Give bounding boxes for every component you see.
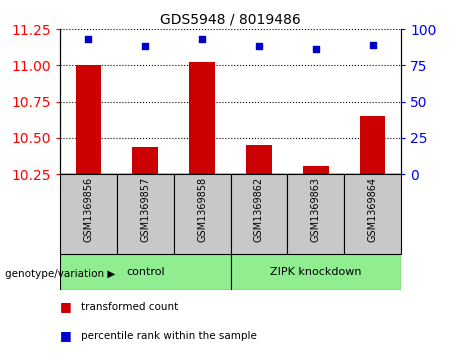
Bar bbox=[360, 116, 385, 174]
Text: GSM1369856: GSM1369856 bbox=[83, 177, 94, 242]
Point bbox=[85, 36, 92, 42]
Bar bbox=[60, 254, 230, 290]
Text: transformed count: transformed count bbox=[81, 302, 178, 312]
Bar bbox=[132, 147, 158, 174]
Title: GDS5948 / 8019486: GDS5948 / 8019486 bbox=[160, 12, 301, 26]
Text: GSM1369863: GSM1369863 bbox=[311, 177, 321, 242]
Text: GSM1369857: GSM1369857 bbox=[140, 177, 150, 242]
Bar bbox=[189, 62, 215, 174]
Text: ■: ■ bbox=[60, 300, 71, 313]
Bar bbox=[303, 166, 329, 174]
Bar bbox=[174, 174, 230, 254]
Bar bbox=[76, 65, 101, 174]
Bar bbox=[344, 174, 401, 254]
Text: control: control bbox=[126, 267, 165, 277]
Bar bbox=[230, 174, 287, 254]
Bar bbox=[287, 174, 344, 254]
Text: GSM1369864: GSM1369864 bbox=[367, 177, 378, 242]
Bar bbox=[117, 174, 174, 254]
Text: ■: ■ bbox=[60, 329, 71, 342]
Point bbox=[369, 42, 376, 48]
Point bbox=[312, 46, 319, 52]
Bar bbox=[230, 254, 401, 290]
Bar bbox=[246, 145, 272, 174]
Point bbox=[255, 44, 263, 49]
Text: GSM1369858: GSM1369858 bbox=[197, 177, 207, 242]
Text: percentile rank within the sample: percentile rank within the sample bbox=[81, 331, 257, 341]
Text: ZIPK knockdown: ZIPK knockdown bbox=[270, 267, 361, 277]
Text: genotype/variation ▶: genotype/variation ▶ bbox=[5, 269, 115, 279]
Bar bbox=[60, 174, 117, 254]
Text: GSM1369862: GSM1369862 bbox=[254, 177, 264, 242]
Point bbox=[142, 44, 149, 49]
Point bbox=[198, 36, 206, 42]
